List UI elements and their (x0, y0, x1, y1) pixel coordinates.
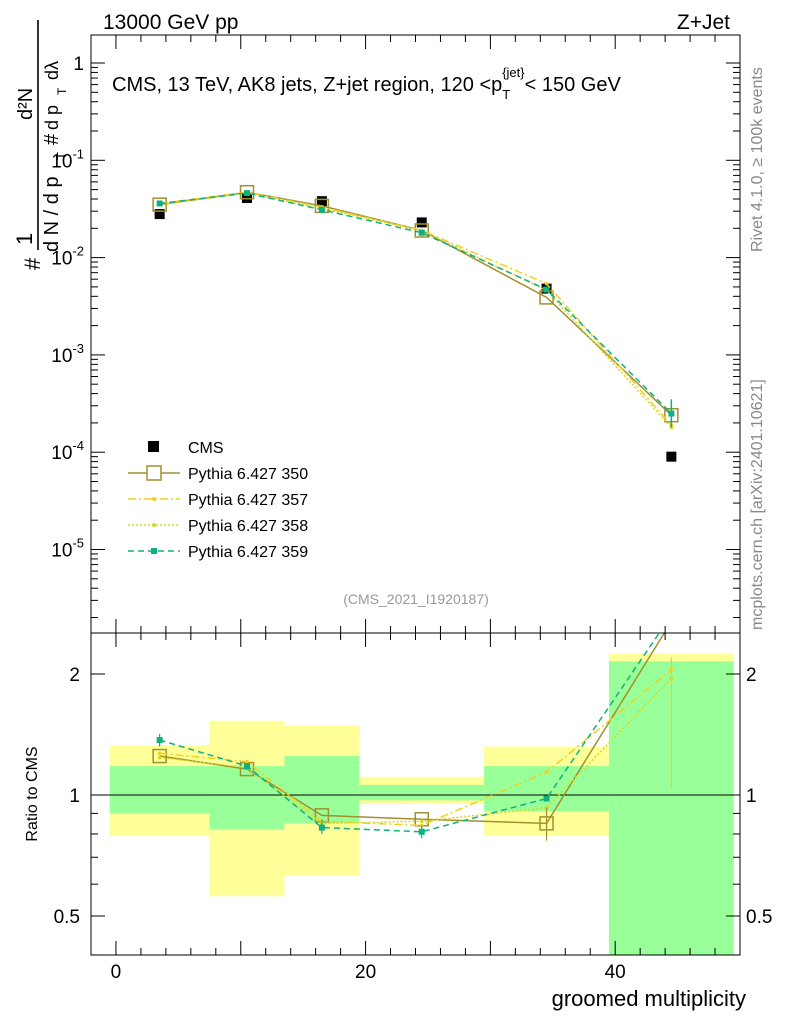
svg-text:T: T (55, 87, 69, 95)
data-point-pythia-6.427-359 (156, 200, 163, 207)
energy-label: 13000 GeV pp (103, 11, 238, 34)
data-point-pythia-6.427-357 (544, 281, 549, 286)
ratio-y-tick-label-left: 1 (69, 786, 80, 807)
ratio-point-pythia-6.427-359 (668, 612, 674, 618)
legend-label: Pythia 6.427 358 (188, 518, 308, 535)
svg-text:d p: d p (42, 105, 62, 130)
legend-entry-pythia-6.427-357: Pythia 6.427 357 (128, 492, 308, 509)
ratio-band-green (209, 766, 285, 830)
ratio-point-pythia-6.427-359 (244, 763, 251, 770)
series-line-pythia-6.427-359 (159, 192, 672, 415)
svg-text:#: # (41, 133, 63, 145)
x-axis-label: groomed multiplicity (552, 986, 746, 1011)
legend-entry-cms: CMS (148, 440, 224, 457)
ratio-point-pythia-6.427-358 (419, 819, 424, 824)
main-y-tick-label: 10-4 (51, 438, 84, 464)
ratio-axis-ticks (91, 633, 741, 956)
legend-label: CMS (188, 440, 224, 457)
ratio-band-green (109, 766, 210, 814)
ratio-uncertainty-bands (109, 653, 734, 955)
main-chart-title: CMS, 13 TeV, AK8 jets, Z+jet region, 120… (112, 65, 621, 102)
data-point-cms (666, 451, 677, 462)
x-tick-label: 0 (111, 962, 122, 983)
ratio-y-tick-label-left: 0.5 (54, 907, 80, 928)
legend-marker (146, 465, 162, 481)
legend-entry-pythia-6.427-358: Pythia 6.427 358 (128, 518, 308, 535)
svg-text:d N / d p: d N / d p (41, 176, 63, 252)
data-point-cms (154, 209, 165, 220)
ratio-point-pythia-6.427-357 (544, 770, 549, 774)
main-y-tick-label: 1 (73, 54, 84, 75)
series-line-pythia-6.427-357 (159, 191, 672, 426)
data-point-cms (316, 196, 327, 207)
ratio-point-pythia-6.427-358 (157, 755, 162, 760)
data-point-pythia-6.427-359 (244, 190, 251, 197)
main-y-axis-label: # 1 d N / d p T # d²N d p T dλ (12, 20, 69, 270)
ratio-point-pythia-6.427-350 (152, 748, 167, 764)
data-point-cms (416, 217, 427, 228)
ratio-point-pythia-6.427-357 (157, 751, 162, 756)
x-tick-label: 20 (355, 962, 376, 983)
svg-text:T: T (54, 152, 69, 160)
svg-text:d²N: d²N (15, 88, 37, 120)
ratio-y-tick-label-left: 2 (69, 665, 80, 686)
ratio-band-green (284, 756, 360, 824)
main-axis-ticks (91, 35, 741, 633)
data-point-pythia-6.427-350 (152, 197, 167, 212)
x-tick-label: 40 (605, 962, 626, 983)
main-y-tick-label: 10-2 (51, 244, 84, 270)
ratio-point-pythia-6.427-359 (543, 795, 550, 802)
ratio-tick-labels: 0.5 0.51 12 20 20 40 (54, 665, 773, 983)
rivet-label: Rivet 4.1.0, ≥ 100k events (749, 67, 766, 252)
legend-entry-pythia-6.427-359: Pythia 6.427 359 (128, 544, 308, 561)
legend-label: Pythia 6.427 357 (188, 492, 308, 509)
legend-marker (152, 497, 156, 501)
legend-marker (151, 548, 157, 554)
ratio-data-layer (152, 612, 678, 841)
data-point-pythia-6.427-359 (418, 229, 425, 236)
ratio-line-pythia-6.427-359 (159, 633, 661, 833)
svg-text:dλ: dλ (42, 61, 62, 80)
ratio-line-pythia-6.427-350 (159, 633, 666, 825)
legend-label: Pythia 6.427 350 (188, 466, 308, 483)
svg-text:1: 1 (12, 233, 37, 245)
ratio-y-tick-label-right: 1 (746, 786, 757, 807)
ratio-line-pythia-6.427-358 (159, 677, 672, 825)
main-y-tick-labels: 1 10-1 10-2 10-3 10-4 10-5 (51, 54, 84, 562)
data-point-pythia-6.427-359 (543, 286, 550, 293)
legend-label: Pythia 6.427 359 (188, 544, 308, 561)
process-label: Z+Jet (677, 11, 730, 34)
data-point-pythia-6.427-350 (239, 184, 255, 200)
legend-marker (148, 441, 159, 452)
ratio-point-pythia-6.427-357 (245, 759, 249, 764)
svg-text:#: # (20, 257, 45, 270)
ratio-band-green (359, 784, 485, 801)
legend-marker (152, 523, 156, 527)
legend-entry-pythia-6.427-350: Pythia 6.427 350 (128, 465, 308, 483)
data-point-pythia-6.427-359 (318, 206, 325, 213)
mcplots-label: mcplots.cern.ch [arXiv:2401.10621] (749, 379, 766, 630)
main-y-tick-label: 10-3 (51, 341, 84, 367)
main-data-layer (152, 184, 679, 462)
ratio-point-pythia-6.427-350 (665, 615, 678, 628)
analysis-watermark: (CMS_2021_I1920187) (343, 591, 489, 607)
main-y-tick-label: 10-1 (51, 146, 84, 172)
ratio-y-tick-label-right: 0.5 (746, 907, 772, 928)
ratio-y-tick-label-right: 2 (746, 665, 757, 686)
ratio-y-axis-label: Ratio to CMS (24, 746, 41, 841)
main-y-tick-label: 10-5 (51, 536, 84, 562)
legend: CMS Pythia 6.427 350 Pythia 6.427 357 Pythi… (128, 440, 308, 561)
data-point-pythia-6.427-350 (414, 223, 429, 238)
